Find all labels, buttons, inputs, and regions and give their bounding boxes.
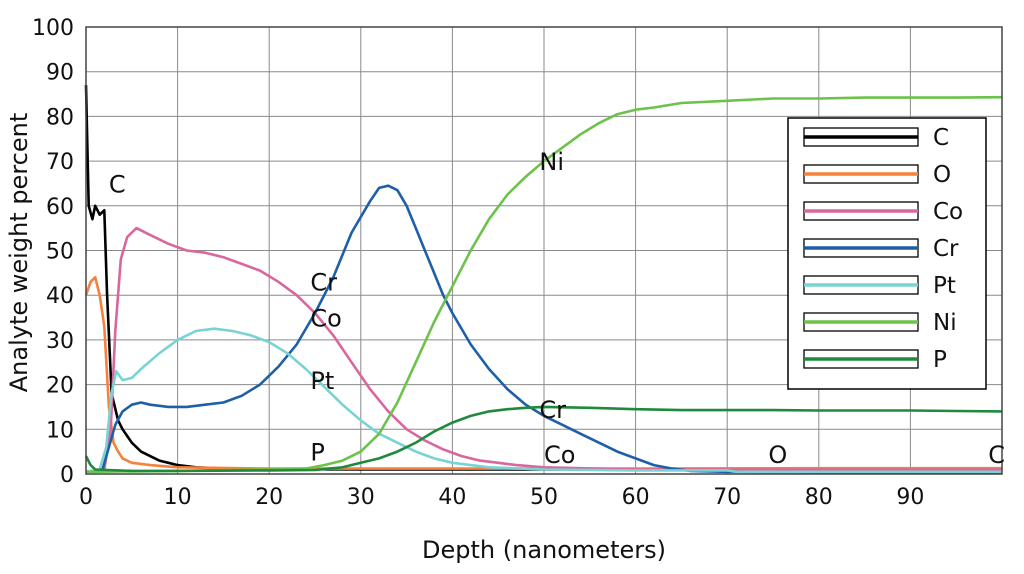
legend-label: Cr	[933, 236, 959, 262]
legend-label: Co	[933, 199, 963, 225]
y-tick-labels: 0 10 20 30 40 50 60 70 80 90 100	[32, 16, 74, 488]
annotation-label: C	[109, 170, 126, 198]
y-tick-label: 50	[46, 240, 74, 265]
legend-label: C	[933, 125, 949, 151]
y-tick-label: 80	[46, 105, 74, 130]
x-tick-label: 40	[438, 485, 466, 510]
y-tick-label: 40	[46, 284, 74, 309]
y-tick-label: 20	[46, 374, 74, 399]
y-tick-label: 0	[60, 463, 74, 488]
x-tick-label: 60	[622, 485, 650, 510]
annotation-label: Ni	[539, 148, 564, 176]
x-tick-label: 20	[255, 485, 283, 510]
y-axis-title: Analyte weight percent	[5, 113, 33, 392]
legend-label: P	[933, 347, 947, 373]
annotation-label: Co	[544, 441, 575, 469]
legend-label: Pt	[933, 273, 956, 299]
series-line-p	[84, 405, 1003, 473]
x-axis-title: Depth (nanometers)	[422, 536, 666, 564]
legend-label: O	[933, 162, 951, 188]
x-tick-label: 50	[530, 485, 558, 510]
annotation-label: C	[988, 441, 1005, 469]
annotation-label: Co	[310, 304, 341, 332]
annotation-label: Cr	[539, 396, 566, 424]
x-tick-label: 70	[713, 485, 741, 510]
series-lines	[84, 85, 1003, 474]
y-tick-label: 100	[32, 16, 74, 41]
y-tick-label: 70	[46, 150, 74, 175]
legend-label: Ni	[933, 310, 957, 336]
y-tick-label: 30	[46, 329, 74, 354]
x-tick-label: 10	[164, 485, 192, 510]
y-tick-label: 90	[46, 61, 74, 86]
annotation-label: P	[310, 439, 324, 467]
annotation-label: O	[768, 441, 787, 469]
x-tick-label: 0	[79, 485, 93, 510]
series-line-pt	[85, 327, 1002, 474]
annotation-label: Pt	[310, 367, 334, 395]
series-line-cr	[85, 184, 1003, 474]
x-tick-label: 30	[347, 485, 375, 510]
x-tick-label: 80	[805, 485, 833, 510]
series-line-co	[85, 226, 1002, 474]
y-tick-label: 10	[46, 418, 74, 443]
series-line-ni	[85, 95, 1003, 474]
legend: CO Co Cr Pt Ni P	[787, 117, 987, 390]
x-tick-label: 90	[896, 485, 924, 510]
annotations: C Ni Cr Co Pt P Cr Co O C	[109, 148, 1005, 469]
x-tick-labels: 0 10 20 30 40 50 60 70 80 90	[79, 485, 924, 510]
y-tick-label: 60	[46, 195, 74, 220]
annotation-label: Cr	[310, 269, 337, 297]
plot-frame	[85, 26, 1003, 475]
